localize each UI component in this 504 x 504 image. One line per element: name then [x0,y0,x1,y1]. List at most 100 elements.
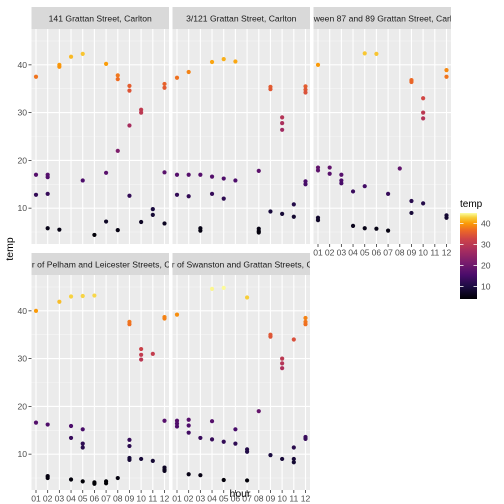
data-point [280,127,285,132]
data-point [198,228,203,233]
data-point [291,214,296,219]
data-point [209,59,215,65]
data-point [92,232,97,238]
data-point [162,468,167,473]
data-point [33,172,39,177]
facet-strip [313,7,451,29]
facet-strip [31,253,169,275]
data-point [362,184,367,189]
data-point [80,445,85,450]
data-point [80,51,85,56]
data-point [444,67,449,73]
data-point [256,409,261,414]
data-point [150,212,155,217]
x-tick-label: 12 [160,494,170,504]
data-point [362,226,367,231]
y-tick-label: 10 [17,449,27,459]
x-tick-label: 10 [277,494,287,504]
facet-panel: 141 Grattan Street, Carlton 10 20 30 40 [17,7,169,244]
data-point [315,218,321,223]
data-point [280,356,285,361]
data-point [291,445,296,450]
data-point [115,73,120,78]
data-point [115,77,120,82]
x-tick-label: 11 [430,248,439,258]
data-point [303,84,308,89]
data-point [374,226,379,231]
data-point [80,293,85,299]
data-point [268,209,273,214]
facet-title: 3/121 Grattan Street, Carlton [186,14,297,24]
data-point [162,316,167,321]
y-tick-label: 30 [17,108,27,118]
data-point [115,148,120,153]
data-point [444,215,449,220]
x-tick-label: 07 [242,494,252,504]
data-point [315,62,321,67]
data-point [186,472,191,477]
data-point [280,456,285,462]
data-point [221,285,226,290]
data-point [174,424,180,429]
x-tick-label: 04 [66,494,76,504]
data-point [244,478,250,483]
data-point [139,357,144,362]
data-point [162,221,167,226]
data-point [198,435,203,441]
facet-panels: 141 Grattan Street, Carlton 10 20 30 40 3/121… [17,7,464,504]
facet-title: Corner of Swanston and Grattan Streets, … [148,260,334,270]
data-point [150,458,155,463]
data-point [115,475,120,481]
data-point [268,334,273,339]
x-tick-label: 03 [337,248,347,258]
data-point [139,346,144,352]
data-point [280,361,285,366]
data-point [186,417,191,422]
data-point [103,219,109,224]
data-point [186,194,191,199]
data-point [339,172,344,177]
x-tick-label: 03 [55,494,65,504]
data-point [92,293,97,298]
x-tick-label: 08 [113,494,123,504]
data-point [315,168,321,173]
data-point [244,295,250,300]
data-point [280,366,285,371]
y-tick-label: 10 [17,203,27,213]
y-tick-label: 40 [17,60,27,70]
data-point [303,315,308,321]
x-tick-label: 11 [148,494,157,504]
data-point [303,436,308,441]
data-point [68,423,74,429]
data-point [139,110,144,115]
data-point [127,457,132,462]
data-point [303,322,308,327]
legend-colorbar [460,213,477,299]
data-point [198,172,203,177]
data-point [127,123,132,128]
data-point [186,423,191,428]
data-point [268,453,273,458]
legend-tick-label: 30 [481,239,491,249]
x-tick-label: 08 [395,248,405,258]
x-tick-label: 10 [418,248,428,258]
data-point [162,81,167,87]
data-point [421,110,426,115]
data-point [209,174,215,179]
x-tick-label: 04 [207,494,217,504]
data-point [80,441,85,446]
x-tick-label: 09 [266,494,276,504]
data-point [256,168,261,173]
x-tick-label: 12 [301,494,311,504]
data-point [103,481,109,486]
data-point [186,172,191,177]
data-point [127,193,132,198]
facet-panel: Between 87 and 89 Grattan Street, Carlto… [301,7,464,258]
data-point [303,90,308,95]
x-tick-label: 04 [348,248,358,258]
x-tick-label: 07 [101,494,111,504]
x-tick-label: 03 [196,494,206,504]
facet-title: Between 87 and 89 Grattan Street, Carlto… [301,14,464,24]
data-point [291,460,296,465]
y-tick-label: 20 [17,155,27,165]
